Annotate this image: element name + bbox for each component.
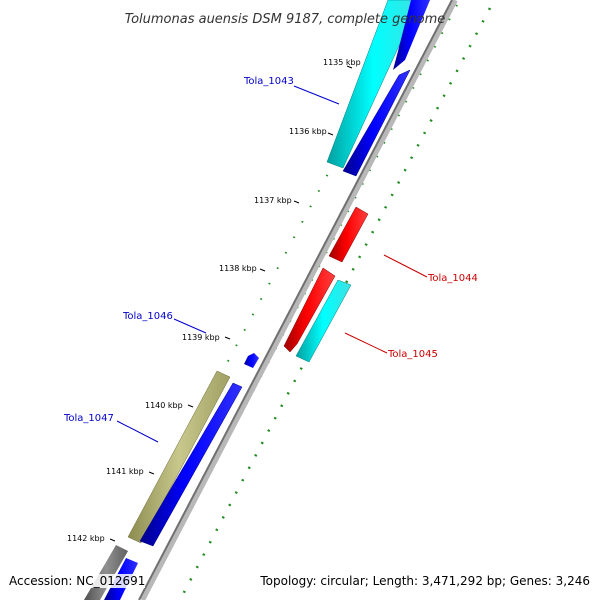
accession-label: Accession: NC_012691 — [9, 574, 146, 588]
tick-label: 1140 kbp — [145, 401, 183, 410]
tick-label: 1137 kbp — [254, 196, 292, 205]
genome-summary: Topology: circular; Length: 3,471,292 bp… — [260, 574, 590, 588]
tick-label: 1136 kbp — [289, 127, 327, 136]
genome-backbone — [138, 0, 458, 600]
tick-label: 1142 kbp — [67, 534, 105, 543]
gene-label-tola-1043[interactable]: Tola_1043 — [243, 76, 294, 87]
gene-tola-1044-arrow[interactable] — [328, 206, 369, 263]
tick-label: 1139 kbp — [182, 333, 220, 342]
map-title: Tolumonas auensis DSM 9187, complete gen… — [125, 12, 446, 27]
tick-labels: 1135 kbp 1136 kbp 1137 kbp 1138 kbp 1139… — [67, 58, 361, 543]
feature-track — [84, 0, 430, 600]
gene-label-tola-1046[interactable]: Tola_1046 — [122, 311, 173, 322]
gene-label-tola-1044[interactable]: Tola_1044 — [427, 273, 478, 284]
feature-cyan-upper[interactable] — [326, 0, 421, 169]
gene-tola-1047-arrow[interactable] — [139, 382, 243, 547]
gene-tola-1043-arrow[interactable] — [342, 69, 411, 177]
label-leaders — [116, 85, 428, 443]
gene-labels: Tola_1043 Tola_1044 Tola_1045 Tola_1046 … — [63, 76, 478, 424]
scale-ticks — [109, 65, 353, 542]
tick-label: 1135 kbp — [323, 58, 361, 67]
tick-label: 1141 kbp — [106, 467, 144, 476]
gene-label-tola-1047[interactable]: Tola_1047 — [63, 413, 114, 424]
gene-tola-1046-arrow[interactable] — [244, 353, 259, 368]
feature-blue-upper-right[interactable] — [393, 0, 430, 70]
gene-tola-1044b-arrow[interactable] — [283, 267, 336, 353]
tick-label: 1138 kbp — [219, 264, 257, 273]
gene-tola-1047-olive[interactable] — [127, 370, 231, 544]
gene-tola-1045-arrow[interactable] — [295, 279, 352, 363]
gene-label-tola-1045[interactable]: Tola_1045 — [387, 349, 438, 360]
